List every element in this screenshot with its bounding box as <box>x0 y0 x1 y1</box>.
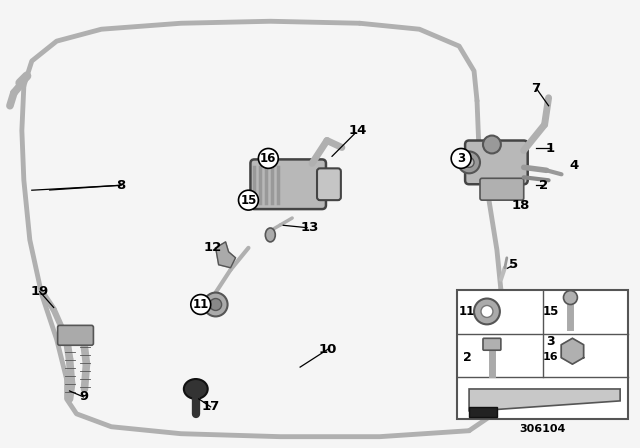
Ellipse shape <box>266 228 275 242</box>
Circle shape <box>458 151 480 173</box>
Text: 15: 15 <box>240 194 257 207</box>
Ellipse shape <box>184 379 208 399</box>
Circle shape <box>259 148 278 168</box>
FancyBboxPatch shape <box>465 141 528 184</box>
FancyBboxPatch shape <box>483 338 501 350</box>
Text: 17: 17 <box>202 401 220 414</box>
Text: 1: 1 <box>546 142 555 155</box>
Polygon shape <box>469 407 497 417</box>
FancyBboxPatch shape <box>58 325 93 345</box>
FancyBboxPatch shape <box>317 168 341 200</box>
Bar <box>457 289 628 419</box>
Text: 10: 10 <box>319 343 337 356</box>
Polygon shape <box>216 242 236 268</box>
Text: 3: 3 <box>547 335 555 348</box>
Text: 11: 11 <box>459 305 476 318</box>
Text: 19: 19 <box>31 285 49 298</box>
Text: 18: 18 <box>511 198 530 211</box>
Polygon shape <box>469 389 620 411</box>
Circle shape <box>483 136 501 154</box>
Polygon shape <box>561 338 584 364</box>
Circle shape <box>239 190 259 210</box>
Circle shape <box>474 298 500 324</box>
Circle shape <box>451 148 471 168</box>
Circle shape <box>481 306 493 318</box>
FancyBboxPatch shape <box>480 178 524 200</box>
Text: 2: 2 <box>539 179 548 192</box>
Text: 16: 16 <box>260 152 276 165</box>
Text: 5: 5 <box>509 258 518 271</box>
Text: 14: 14 <box>349 124 367 137</box>
Text: 11: 11 <box>193 298 209 311</box>
Circle shape <box>210 298 221 310</box>
Text: 12: 12 <box>204 241 222 254</box>
Circle shape <box>204 293 228 316</box>
Text: 306104: 306104 <box>520 424 566 434</box>
Text: 3: 3 <box>457 152 465 165</box>
Text: 15: 15 <box>542 305 559 318</box>
Text: 16: 16 <box>543 352 558 362</box>
Circle shape <box>464 157 474 168</box>
Text: 8: 8 <box>116 179 126 192</box>
Circle shape <box>563 291 577 305</box>
Text: 2: 2 <box>463 351 472 364</box>
Text: 13: 13 <box>301 221 319 234</box>
Text: 9: 9 <box>79 390 88 403</box>
FancyBboxPatch shape <box>250 159 326 209</box>
Text: 7: 7 <box>531 82 540 95</box>
Text: 4: 4 <box>570 159 579 172</box>
Circle shape <box>191 294 211 314</box>
